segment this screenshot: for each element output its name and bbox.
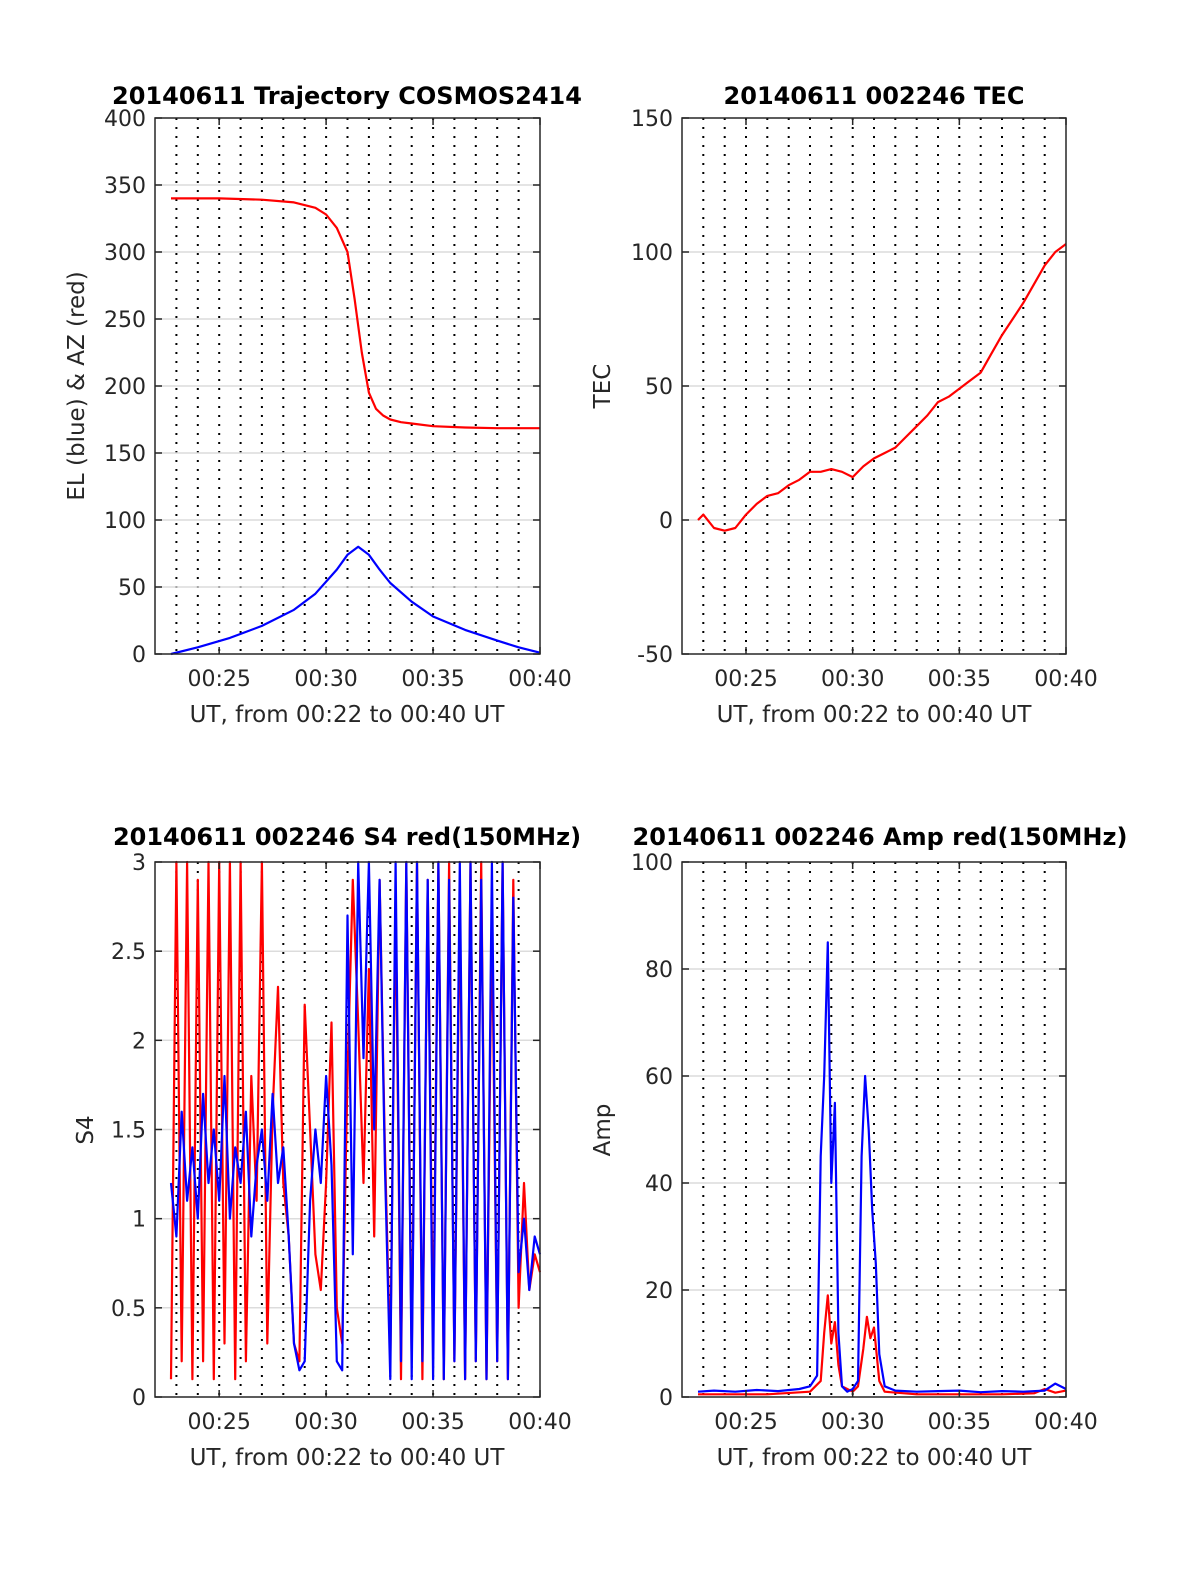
x-tick-label: 00:35 [928,667,991,692]
y-tick-label: 400 [104,107,146,132]
tec-title: 20140611 002246 TEC [724,82,1025,110]
x-tick-label: 00:35 [401,1410,464,1435]
y-tick-label: 150 [104,442,146,467]
amp-title: 20140611 002246 Amp red(150MHz) [633,823,1128,851]
x-tick-label: 00:25 [714,1410,777,1435]
y-tick-label: 350 [104,174,146,199]
y-tick-label: 20 [645,1279,673,1304]
y-tick-label: 100 [631,851,673,876]
s4-panel: 20140611 002246 S4 red(150MHz) UT, from … [73,823,581,1471]
amp-xlabel: UT, from 00:22 to 00:40 UT [717,1445,1033,1471]
trajectory-panel: 20140611 Trajectory COSMOS2414 UT, from … [64,82,582,728]
y-tick-label: 100 [631,241,673,266]
y-tick-label: 60 [645,1065,673,1090]
trajectory-xlabel: UT, from 00:22 to 00:40 UT [190,702,506,728]
x-tick-label: 00:40 [1034,667,1097,692]
y-tick-label: 200 [104,375,146,400]
y-tick-label: 2 [132,1029,146,1054]
y-tick-label: 150 [631,107,673,132]
s4-title: 20140611 002246 S4 red(150MHz) [113,823,581,851]
axes-box [681,861,1067,1398]
amp-series-0-line [698,1294,1067,1396]
x-tick-label: 00:30 [821,667,884,692]
tec-panel: 20140611 002246 TEC UT, from 00:22 to 00… [590,82,1098,728]
y-tick-label: 1.5 [111,1119,146,1144]
x-tick-label: 00:40 [508,1410,571,1435]
y-tick-label: 80 [645,958,673,983]
y-tick-label: 0 [132,643,146,668]
x-tick-label: 00:30 [294,667,357,692]
y-tick-label: 2.5 [111,940,146,965]
trajectory-series-1-line [170,545,541,656]
amp-series-1-line [697,941,1067,1394]
trajectory-series-0-line [171,197,540,430]
x-tick-label: 00:25 [714,667,777,692]
x-tick-label: 00:40 [1034,1410,1097,1435]
y-tick-label: 0 [132,1386,146,1411]
tec-xlabel: UT, from 00:22 to 00:40 UT [717,702,1033,728]
x-tick-label: 00:35 [401,667,464,692]
tec-series-0-line [697,243,1067,532]
y-tick-label: 250 [104,308,146,333]
x-tick-label: 00:30 [821,1410,884,1435]
y-tick-label: 50 [118,576,146,601]
x-tick-label: 00:40 [508,667,571,692]
x-tick-label: 00:25 [187,1410,250,1435]
x-tick-label: 00:25 [187,667,250,692]
y-tick-label: 1 [132,1208,146,1233]
y-tick-label: 3 [132,851,146,876]
y-tick-label: 0 [659,509,673,534]
s4-ylabel: S4 [73,1115,99,1144]
y-tick-label: 300 [104,241,146,266]
y-tick-label: -50 [637,643,673,668]
trajectory-title: 20140611 Trajectory COSMOS2414 [112,82,582,110]
amp-panel: 20140611 002246 Amp red(150MHz) UT, from… [590,823,1127,1471]
y-tick-label: 40 [645,1172,673,1197]
s4-xlabel: UT, from 00:22 to 00:40 UT [190,1445,506,1471]
trajectory-ylabel: EL (blue) & AZ (red) [64,271,90,500]
x-tick-label: 00:35 [928,1410,991,1435]
y-tick-label: 0 [659,1386,673,1411]
x-tick-label: 00:30 [294,1410,357,1435]
y-tick-label: 100 [104,509,146,534]
y-tick-label: 50 [645,375,673,400]
tec-ylabel: TEC [590,364,616,410]
amp-ylabel: Amp [590,1104,616,1157]
s4-series-1-line [169,860,542,1381]
y-tick-label: 0.5 [111,1297,146,1322]
